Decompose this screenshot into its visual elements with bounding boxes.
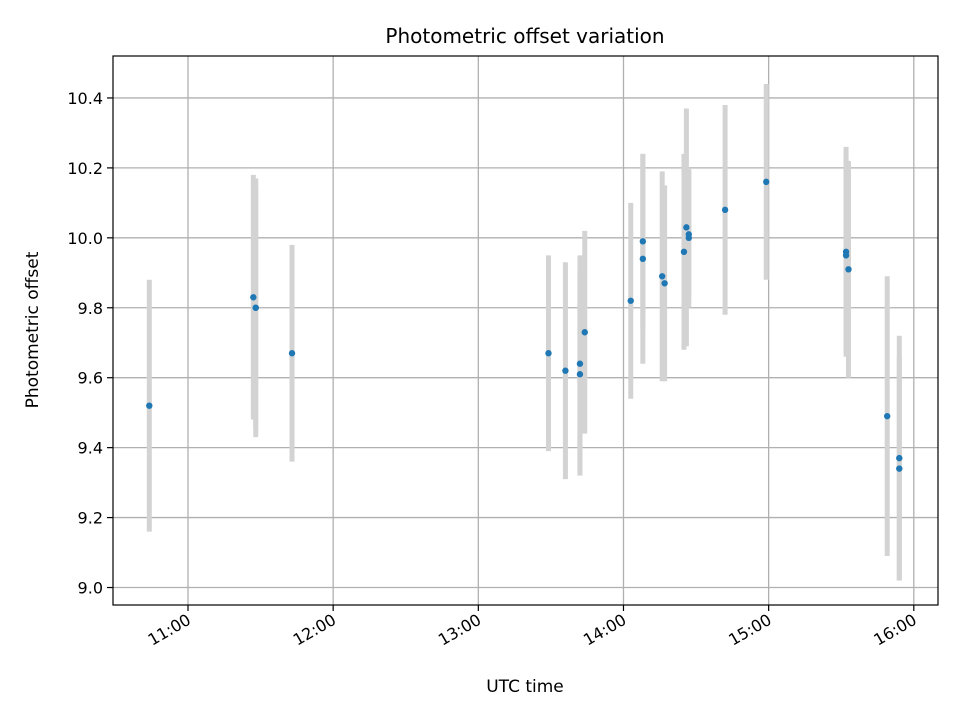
data-points — [146, 178, 903, 472]
data-point — [685, 234, 693, 242]
y-tick-label: 10.0 — [67, 229, 103, 248]
chart-title: Photometric offset variation — [385, 24, 664, 48]
data-point — [576, 360, 584, 367]
data-point — [146, 402, 153, 409]
y-tick-label: 10.2 — [67, 159, 103, 178]
data-point — [721, 206, 729, 214]
data-point — [845, 266, 852, 273]
y-tick-label: 9.6 — [78, 369, 103, 388]
y-tick-label: 9.8 — [78, 299, 103, 318]
y-tick-label: 10.4 — [67, 89, 103, 108]
data-point — [661, 280, 668, 287]
data-point — [896, 465, 903, 472]
data-point — [883, 412, 891, 420]
data-point — [683, 224, 690, 231]
data-point — [627, 297, 634, 304]
grid-lines — [113, 56, 938, 605]
data-point — [562, 367, 569, 374]
y-axis-title: Photometric offset — [23, 251, 43, 408]
data-point — [639, 255, 647, 263]
y-tick-label: 9.4 — [78, 439, 103, 458]
y-tick-label: 9.2 — [78, 509, 103, 528]
data-point — [576, 371, 584, 378]
data-point — [639, 238, 647, 245]
data-point — [288, 350, 296, 357]
x-tick-label: 15:00 — [725, 610, 774, 650]
plot-area — [112, 55, 939, 606]
data-point — [896, 454, 903, 462]
error-bars — [146, 83, 902, 581]
data-point — [658, 273, 666, 280]
x-tick-label: 13:00 — [435, 610, 484, 650]
y-tick-label: 9.0 — [78, 579, 103, 598]
axis-ticks: 11:00 12:00 13:00 14:00 15:00 16:00 9.0 9.2 9.4 9… — [67, 89, 919, 650]
data-point — [250, 294, 257, 301]
x-tick-label: 11:00 — [145, 610, 194, 650]
data-point — [680, 248, 688, 256]
data-point — [581, 329, 588, 336]
data-point — [252, 304, 259, 311]
data-point — [842, 252, 850, 259]
x-axis-title: UTC time — [486, 677, 564, 697]
data-point — [545, 350, 552, 357]
x-tick-label: 12:00 — [290, 610, 339, 650]
data-point — [763, 178, 770, 186]
x-tick-label: 16:00 — [870, 610, 919, 650]
x-tick-label: 14:00 — [580, 610, 629, 650]
